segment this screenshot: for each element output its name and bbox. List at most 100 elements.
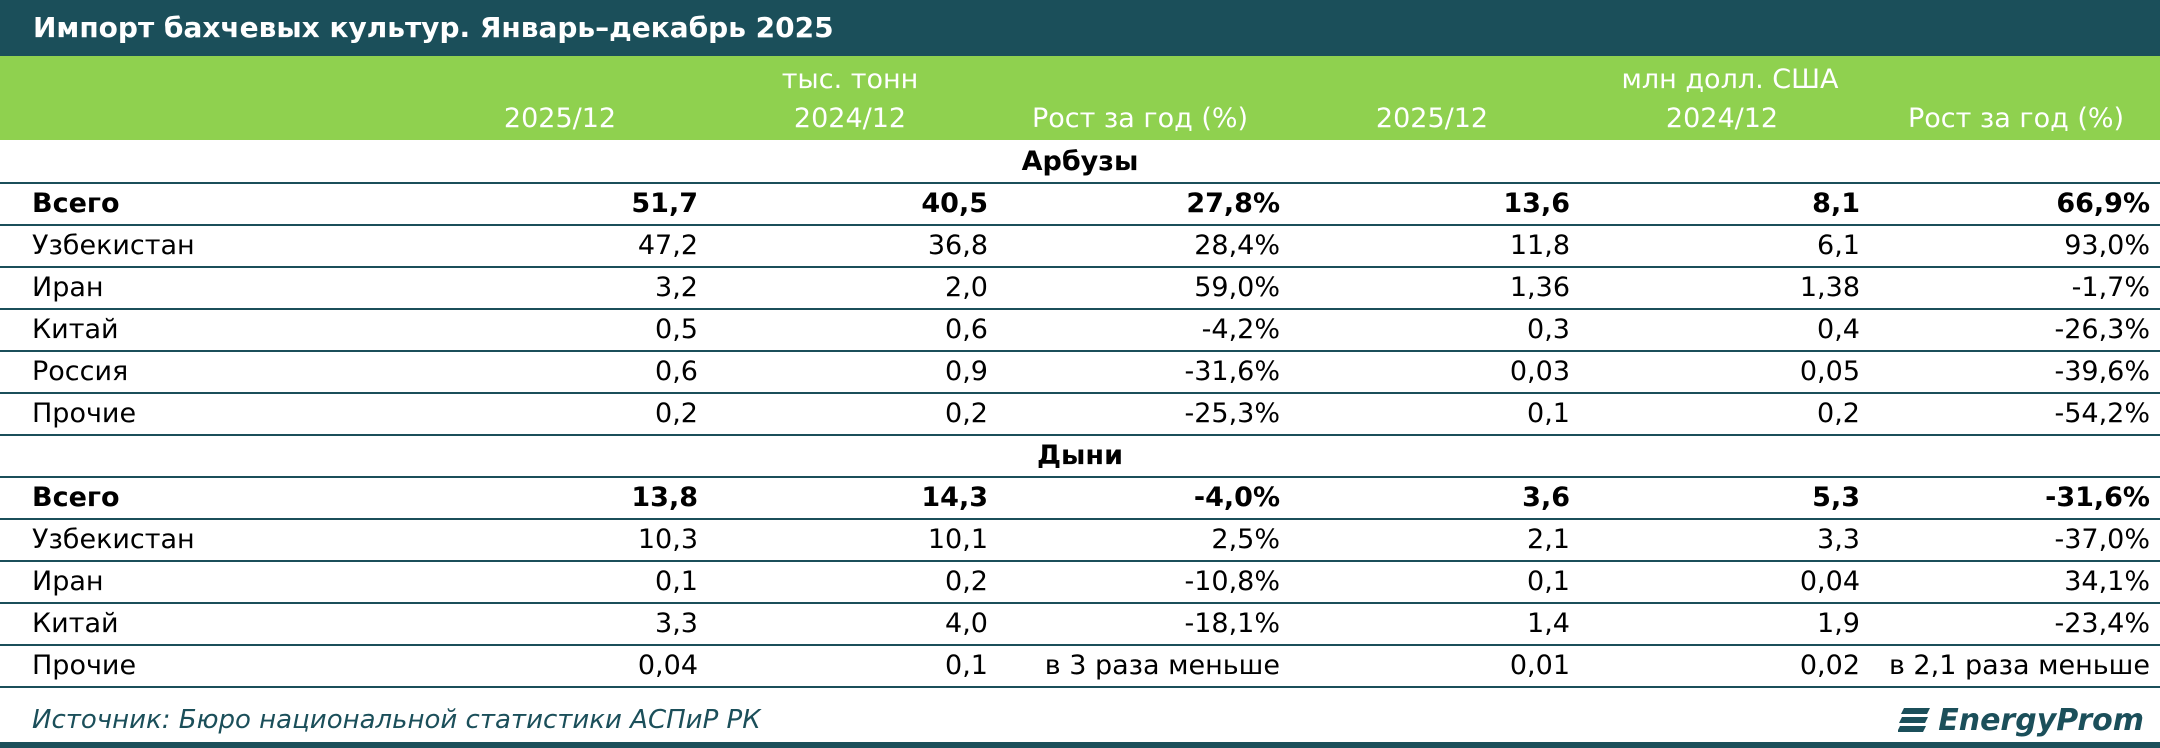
table-cell: 3,3	[1817, 524, 1860, 555]
column-header: 2024/12	[793, 103, 907, 134]
footer: Источник: Бюро национальной статистики А…	[0, 698, 2160, 742]
table-row: Китай 0,5 0,6 -4,2% 0,3 0,4 -26,3%	[0, 310, 2160, 352]
table-cell: 36,8	[927, 230, 988, 261]
table-cell: 40,5	[921, 188, 988, 219]
table-cell: 0,1	[945, 650, 988, 681]
table-cell: 2,1	[1527, 524, 1570, 555]
table-cell: 0,01	[1509, 650, 1570, 681]
table-cell: -37,0%	[2054, 524, 2150, 555]
table-cell: 11,8	[1509, 230, 1570, 261]
row-label: Прочие	[32, 650, 137, 681]
table-cell: 4,0	[945, 608, 988, 639]
table-cell: 13,8	[631, 482, 698, 513]
row-label: Прочие	[32, 398, 137, 429]
table-cell: 0,2	[945, 566, 988, 597]
table-cell: 34,1%	[2064, 566, 2150, 597]
unit-label-tonnes: тыс. тонн	[781, 64, 919, 95]
table-cell: 27,8%	[1186, 188, 1280, 219]
table-cell: 28,4%	[1194, 230, 1280, 261]
table-cell: в 3 раза меньше	[1044, 650, 1280, 681]
source-note: Источник: Бюро национальной статистики А…	[32, 705, 761, 735]
energyprom-logo: EnergyProm	[1898, 700, 2144, 740]
table-cell: 2,5%	[1211, 524, 1280, 555]
table-cell: 8,1	[1812, 188, 1860, 219]
logo-text: EnergyProm	[1938, 702, 2144, 738]
table-cell: 0,2	[655, 398, 698, 429]
table-cell: 1,9	[1817, 608, 1860, 639]
table-cell: 1,38	[1799, 272, 1860, 303]
table-cell: -1,7%	[2071, 272, 2150, 303]
table-row: Иран 0,1 0,2 -10,8% 0,1 0,04 34,1%	[0, 562, 2160, 604]
table-cell: 51,7	[631, 188, 698, 219]
table-cell: 0,02	[1799, 650, 1860, 681]
table-row: Всего 13,8 14,3 -4,0% 3,6 5,3 -31,6%	[0, 478, 2160, 520]
table-cell: 0,9	[945, 356, 988, 387]
table-cell: -26,3%	[2054, 314, 2150, 345]
table-cell: -4,0%	[1193, 482, 1280, 513]
table-cell: 3,2	[655, 272, 698, 303]
column-header: 2025/12	[1375, 103, 1489, 134]
table-cell: -54,2%	[2054, 398, 2150, 429]
table-cell: 0,5	[655, 314, 698, 345]
table-cell: -18,1%	[1184, 608, 1280, 639]
row-label: Иран	[32, 272, 104, 303]
column-header: Рост за год (%)	[1031, 103, 1249, 134]
table-cell: 13,6	[1503, 188, 1570, 219]
table-cell: -4,2%	[1201, 314, 1280, 345]
table-cell: 66,9%	[2056, 188, 2150, 219]
section-header: Арбузы	[0, 142, 2160, 184]
table-cell: -23,4%	[2054, 608, 2150, 639]
table-row: Прочие 0,2 0,2 -25,3% 0,1 0,2 -54,2%	[0, 394, 2160, 436]
table-cell: 3,6	[1522, 482, 1570, 513]
row-label: Всего	[32, 482, 120, 513]
table-cell: 47,2	[637, 230, 698, 261]
table-cell: -39,6%	[2054, 356, 2150, 387]
table-cell: 10,1	[927, 524, 988, 555]
table-cell: 0,04	[1799, 566, 1860, 597]
table-row: Прочие 0,04 0,1 в 3 раза меньше 0,01 0,02 в 2,…	[0, 646, 2160, 688]
table-cell: 0,2	[945, 398, 988, 429]
row-label: Россия	[32, 356, 129, 387]
row-label: Китай	[32, 314, 119, 345]
row-label: Всего	[32, 188, 120, 219]
unit-label-usd: млн долл. США	[1621, 64, 1839, 95]
column-header: 2024/12	[1665, 103, 1779, 134]
table-cell: -31,6%	[1184, 356, 1280, 387]
table-cell: 0,1	[1527, 566, 1570, 597]
table-cell: 0,6	[655, 356, 698, 387]
bottom-rule	[0, 742, 2160, 748]
table-row: Всего 51,7 40,5 27,8% 13,6 8,1 66,9%	[0, 184, 2160, 226]
table-cell: 0,04	[637, 650, 698, 681]
column-header: Рост за год (%)	[1907, 103, 2125, 134]
table-header: тыс. тонн млн долл. США 2025/12 2024/12 …	[0, 56, 2160, 140]
table-cell: 5,3	[1812, 482, 1860, 513]
table-cell: 0,2	[1817, 398, 1860, 429]
table-cell: 0,4	[1817, 314, 1860, 345]
table-cell: 0,6	[945, 314, 988, 345]
row-label: Узбекистан	[32, 524, 195, 555]
table-cell: 3,3	[655, 608, 698, 639]
column-header: 2025/12	[503, 103, 617, 134]
table-cell: 0,1	[655, 566, 698, 597]
table-cell: 0,1	[1527, 398, 1570, 429]
row-label: Узбекистан	[32, 230, 195, 261]
table-row: Узбекистан 10,3 10,1 2,5% 2,1 3,3 -37,0%	[0, 520, 2160, 562]
row-label: Иран	[32, 566, 104, 597]
row-label: Китай	[32, 608, 119, 639]
table-cell: -10,8%	[1184, 566, 1280, 597]
table-row: Иран 3,2 2,0 59,0% 1,36 1,38 -1,7%	[0, 268, 2160, 310]
table-cell: 6,1	[1817, 230, 1860, 261]
table-cell: 93,0%	[2064, 230, 2150, 261]
table-cell: 59,0%	[1194, 272, 1280, 303]
table-cell: 1,4	[1527, 608, 1570, 639]
logo-mark-icon	[1898, 708, 1931, 732]
table-row: Россия 0,6 0,9 -31,6% 0,03 0,05 -39,6%	[0, 352, 2160, 394]
table-row: Китай 3,3 4,0 -18,1% 1,4 1,9 -23,4%	[0, 604, 2160, 646]
table-cell: -31,6%	[2045, 482, 2150, 513]
table-cell: в 2,1 раза меньше	[1888, 650, 2150, 681]
table-cell: 0,3	[1527, 314, 1570, 345]
table-cell: 0,03	[1509, 356, 1570, 387]
table-cell: 0,05	[1799, 356, 1860, 387]
chart-title: Импорт бахчевых культур. Январь–декабрь …	[0, 0, 2160, 56]
